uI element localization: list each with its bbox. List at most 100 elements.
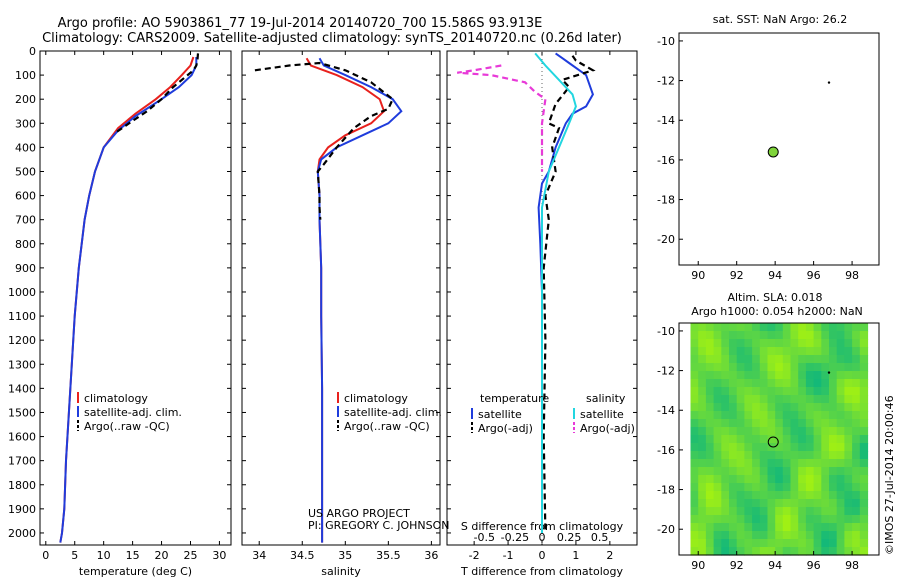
heatmap-cell xyxy=(690,483,699,492)
heatmap-cell xyxy=(721,483,730,492)
heatmap-cell xyxy=(821,427,830,436)
heatmap-cell xyxy=(690,443,699,452)
heatmap-cell xyxy=(721,387,730,396)
x-tick-label: -2 xyxy=(469,549,480,562)
y-tick-label: 1100 xyxy=(8,310,36,323)
heatmap-cell xyxy=(782,323,792,332)
heatmap-cell xyxy=(767,403,776,412)
heatmap-cell xyxy=(805,451,815,460)
heatmap-cell xyxy=(775,395,784,404)
heatmap-cell xyxy=(713,395,722,404)
heatmap-cell xyxy=(698,363,707,372)
heatmap-cell xyxy=(829,339,838,348)
heatmap-cell xyxy=(729,411,738,420)
y-tick-label: 1400 xyxy=(8,382,36,395)
heatmap-cell xyxy=(705,547,715,556)
heatmap-cell xyxy=(852,451,861,460)
heatmap-cell xyxy=(752,387,761,396)
axes-frame-temperature xyxy=(39,50,232,546)
heatmap-cell xyxy=(744,491,753,500)
heatmap-cell xyxy=(729,475,738,484)
heatmap-cell xyxy=(736,403,745,412)
heatmap-cell xyxy=(775,483,784,492)
heatmap-cell xyxy=(844,323,853,332)
heatmap-cell xyxy=(805,531,815,540)
heatmap-cell xyxy=(836,491,845,500)
heatmap-cell xyxy=(759,347,769,356)
y-tick-label: 100 xyxy=(15,69,36,82)
heatmap-cell xyxy=(767,531,776,540)
heatmap-cell xyxy=(836,475,845,484)
heatmap-cell xyxy=(698,355,707,364)
heatmap-cell xyxy=(790,403,799,412)
heatmap-cell xyxy=(775,331,784,340)
heatmap-cell xyxy=(744,427,753,436)
heatmap-cell xyxy=(705,347,715,356)
heatmap-cell xyxy=(813,475,822,484)
heatmap-cell xyxy=(859,331,869,340)
heatmap-cell xyxy=(759,531,769,540)
heatmap-cell xyxy=(752,427,761,436)
heatmap-cell xyxy=(821,507,830,516)
heatmap-cell xyxy=(729,507,738,516)
heatmap-cell xyxy=(736,451,745,460)
heatmap-cell xyxy=(721,523,730,532)
heatmap-cell xyxy=(805,491,815,500)
heatmap-cell xyxy=(759,403,769,412)
panel-salinity: 34 34.5 35 35.5 36 salinity climatologysatelli… xyxy=(241,50,442,578)
heatmap-cell xyxy=(705,435,715,444)
heatmap-cell xyxy=(759,331,769,340)
heatmap-cell xyxy=(759,395,769,404)
heatmap-cell xyxy=(782,419,792,428)
heatmap-cell xyxy=(829,363,838,372)
x-tick-label: 98 xyxy=(845,269,859,282)
heatmap-cell xyxy=(798,531,807,540)
heatmap-cell xyxy=(744,403,753,412)
heatmap-cell xyxy=(729,427,738,436)
heatmap-cell xyxy=(829,483,838,492)
heatmap-cell xyxy=(767,443,776,452)
x-axis-label: salinity xyxy=(321,565,361,578)
heatmap-cell xyxy=(713,459,722,468)
x-tick-label: 96 xyxy=(807,559,821,572)
heatmap-cell xyxy=(790,347,799,356)
heatmap-cell xyxy=(813,443,822,452)
heatmap-cell xyxy=(821,363,830,372)
heatmap-cell xyxy=(813,483,822,492)
heatmap-cell xyxy=(805,331,815,340)
heatmap-cell xyxy=(836,363,845,372)
heatmap-cell xyxy=(736,435,745,444)
heatmap-cell xyxy=(690,371,699,380)
heatmap-cell xyxy=(705,395,715,404)
x-tick-label: 25 xyxy=(183,549,197,562)
series-salinity-satellite xyxy=(534,52,577,533)
heatmap-cell xyxy=(775,323,784,332)
heatmap-cell xyxy=(698,507,707,516)
heatmap-cell xyxy=(752,475,761,484)
heatmap-cell xyxy=(782,355,792,364)
heatmap-cell xyxy=(829,475,838,484)
heatmap-cell xyxy=(752,459,761,468)
heatmap-cell xyxy=(852,331,861,340)
heatmap-cell xyxy=(759,339,769,348)
heatmap-cell xyxy=(859,539,869,548)
heatmap-cell xyxy=(790,419,799,428)
map-title-line1: Altim. SLA: 0.018 xyxy=(727,291,822,304)
heatmap-cell xyxy=(821,387,830,396)
heatmap-cell xyxy=(759,363,769,372)
heatmap-cell xyxy=(859,427,869,436)
heatmap-cell xyxy=(829,467,838,476)
heatmap-cell xyxy=(813,395,822,404)
heatmap-cell xyxy=(759,547,769,556)
heatmap-cell xyxy=(852,363,861,372)
heatmap-cell xyxy=(829,379,838,388)
heatmap-cell xyxy=(844,427,853,436)
heatmap-cell xyxy=(767,483,776,492)
heatmap-cell xyxy=(744,379,753,388)
heatmap-cell xyxy=(790,395,799,404)
heatmap-cell xyxy=(721,355,730,364)
heatmap-cell xyxy=(829,331,838,340)
heatmap-cell xyxy=(836,355,845,364)
heatmap-cell xyxy=(698,515,707,524)
